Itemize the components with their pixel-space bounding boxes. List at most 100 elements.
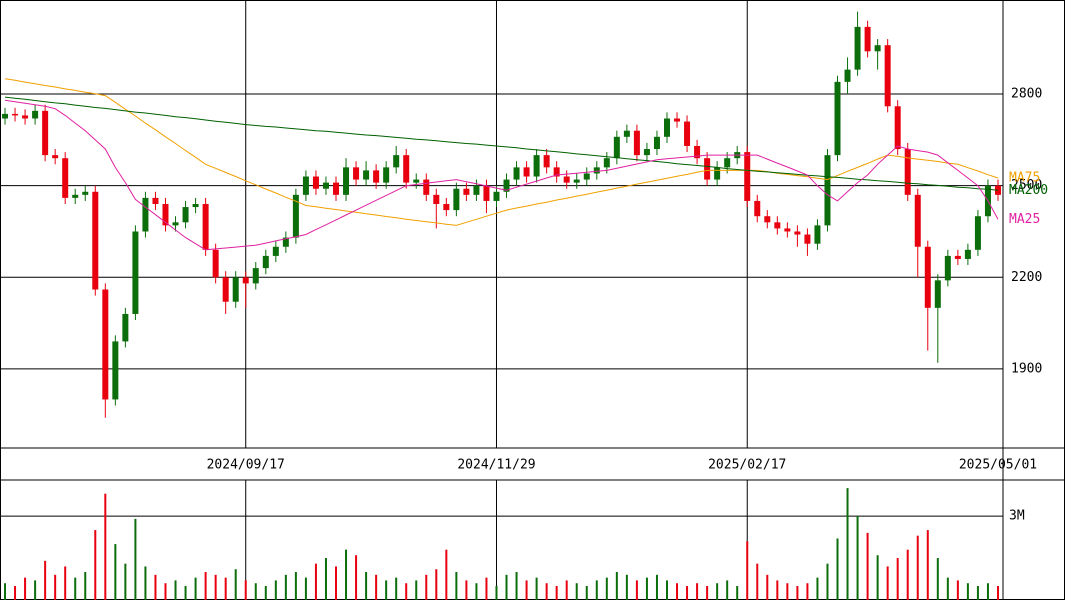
volume-bar <box>365 572 368 600</box>
volume-bar <box>395 577 398 600</box>
volume-bar <box>966 583 969 600</box>
candle-body <box>82 191 89 195</box>
candle-body <box>684 121 691 146</box>
y-tick-label: 2800 <box>1011 87 1042 102</box>
volume-bar <box>525 580 528 600</box>
candle-body <box>633 130 640 156</box>
candle-body <box>924 246 931 308</box>
candle-body <box>42 110 49 156</box>
candle-body <box>523 167 530 177</box>
volume-bar <box>776 580 779 600</box>
candle-body <box>473 185 480 195</box>
volume-bar <box>956 580 959 600</box>
candle-body <box>623 130 630 137</box>
volume-bar <box>294 572 297 600</box>
volume-bar <box>996 586 999 600</box>
candle-body <box>162 203 169 226</box>
volume-bar <box>876 555 879 600</box>
candle-body <box>974 216 981 250</box>
candle-body <box>202 203 209 250</box>
volume-bar <box>786 583 789 600</box>
candle-body <box>583 173 590 180</box>
candle-body <box>884 45 891 107</box>
y-tick-label: 3M <box>1009 509 1025 524</box>
volume-bar <box>475 583 478 600</box>
x-tick-label: 2025/05/01 <box>959 458 1037 473</box>
volume-bar <box>14 586 17 600</box>
volume-bar <box>826 563 829 600</box>
volume-bar <box>234 569 237 600</box>
volume-bar <box>485 577 488 600</box>
x-tick-label: 2024/11/29 <box>457 458 535 473</box>
volume-bar <box>114 544 117 600</box>
candle-body <box>353 167 360 180</box>
volume-bar <box>866 532 869 600</box>
volume-bar <box>896 558 899 600</box>
volume-bar <box>304 577 307 600</box>
volume-bar <box>254 583 257 600</box>
volume-bar <box>605 577 608 600</box>
volume-bar <box>264 586 267 600</box>
candle-body <box>403 155 410 183</box>
candle-body <box>22 115 29 119</box>
volume-bar <box>54 574 57 600</box>
volume-bar <box>44 560 47 600</box>
volume-bar <box>335 566 338 600</box>
volume-bar <box>806 583 809 600</box>
candle-body <box>282 237 289 247</box>
volume-bar <box>635 580 638 600</box>
volume-bar <box>84 572 87 600</box>
volume-bar <box>716 583 719 600</box>
ma-label: MA200 <box>1009 183 1048 198</box>
candle-body <box>252 268 259 284</box>
volume-bar <box>916 535 919 600</box>
candle-body <box>854 26 861 70</box>
volume-bar <box>645 577 648 600</box>
candle-body <box>242 277 249 284</box>
volume-bar <box>144 566 147 600</box>
candle-body <box>232 277 239 302</box>
candle-body <box>503 179 510 192</box>
volume-bar <box>726 580 729 600</box>
volume-bar <box>24 577 27 600</box>
candle-body <box>333 182 340 195</box>
x-tick-label: 2025/02/17 <box>708 458 786 473</box>
candle-body <box>322 182 329 189</box>
ma-line <box>4 99 999 251</box>
volume-bar <box>686 586 689 600</box>
volume-bar <box>194 577 197 600</box>
candle-body <box>192 203 199 208</box>
ma-label: MA75 <box>1009 171 1040 186</box>
volume-bar <box>64 566 67 600</box>
candle-body <box>954 255 961 259</box>
candle-body <box>463 188 470 195</box>
volume-bar <box>926 530 929 600</box>
volume-bar <box>124 563 127 600</box>
candle-body <box>62 158 69 198</box>
candle-body <box>714 167 721 180</box>
volume-bar <box>746 541 749 600</box>
volume-bar <box>224 577 227 600</box>
ma-label: MA25 <box>1009 212 1040 227</box>
candle-body <box>804 234 811 244</box>
y-tick-label: 2200 <box>1011 270 1042 285</box>
candle-body <box>443 203 450 211</box>
volume-bar <box>575 583 578 600</box>
volume-bar <box>314 563 317 600</box>
volume-bar <box>906 549 909 600</box>
volume-bar <box>555 586 558 600</box>
volume-bar <box>355 555 358 600</box>
volume-bar <box>856 516 859 600</box>
candle-body <box>834 81 841 156</box>
y-tick-label: 1900 <box>1011 361 1042 376</box>
candle-body <box>704 158 711 180</box>
candle-body <box>844 69 851 82</box>
volume-bar <box>74 577 77 600</box>
volume-bar <box>154 574 157 600</box>
candle-body <box>182 207 189 223</box>
candle-body <box>373 170 380 183</box>
volume-bar <box>134 518 137 600</box>
candle-body <box>543 155 550 168</box>
candle-body <box>964 249 971 259</box>
candle-body <box>764 216 771 223</box>
